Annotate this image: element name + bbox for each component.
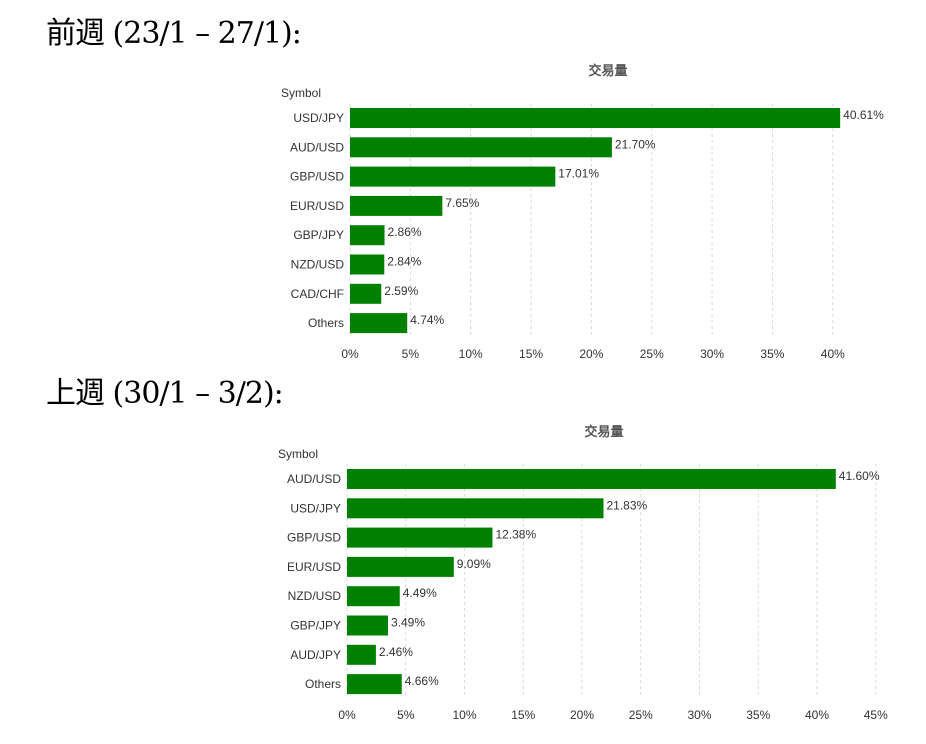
x-tick-label: 20% xyxy=(570,708,594,722)
x-tick-label: 20% xyxy=(579,347,603,361)
section-heading-last-week: 上週 (30/1 – 3/2): xyxy=(46,376,284,411)
category-label: USD/JPY xyxy=(290,501,341,515)
category-label: GBP/USD xyxy=(287,531,341,545)
category-label: CAD/CHF xyxy=(291,287,344,301)
data-label: 2.59% xyxy=(384,284,418,298)
category-label: USD/JPY xyxy=(293,111,344,125)
data-label: 41.60% xyxy=(839,469,880,483)
x-tick-label: 0% xyxy=(341,347,359,361)
bar xyxy=(347,615,389,636)
chart-title: 交易量 xyxy=(588,63,627,78)
x-tick-label: 45% xyxy=(864,708,888,722)
x-tick-label: 30% xyxy=(700,347,724,361)
x-tick-label: 15% xyxy=(519,347,543,361)
bar xyxy=(347,556,454,577)
bar xyxy=(347,644,376,665)
x-tick-label: 40% xyxy=(805,708,829,722)
bar xyxy=(347,498,604,519)
y-axis-label: Symbol xyxy=(281,86,321,100)
x-tick-label: 35% xyxy=(746,708,770,722)
category-label: AUD/USD xyxy=(290,140,344,154)
bar xyxy=(347,469,836,489)
data-label: 9.09% xyxy=(457,557,491,571)
data-label: 2.86% xyxy=(388,225,422,239)
category-label: NZD/USD xyxy=(288,589,342,603)
chart-title: 交易量 xyxy=(584,424,623,439)
x-tick-label: 25% xyxy=(629,708,653,722)
data-label: 4.74% xyxy=(410,313,444,327)
data-label: 4.66% xyxy=(405,674,439,688)
bar xyxy=(350,254,385,275)
category-label: EUR/USD xyxy=(287,560,341,574)
category-label: NZD/USD xyxy=(291,258,345,272)
data-label: 21.83% xyxy=(607,498,648,512)
category-label: GBP/USD xyxy=(290,170,344,184)
data-label: 2.46% xyxy=(379,645,413,659)
category-label: AUD/JPY xyxy=(290,648,341,662)
category-label: AUD/USD xyxy=(287,472,341,486)
x-tick-label: 0% xyxy=(338,708,356,722)
data-label: 2.84% xyxy=(387,255,421,269)
x-tick-label: 15% xyxy=(511,708,535,722)
bar xyxy=(350,108,841,128)
data-label: 12.38% xyxy=(495,528,536,542)
x-tick-label: 5% xyxy=(402,347,420,361)
data-label: 17.01% xyxy=(558,167,599,181)
section-heading-previous-week: 前週 (23/1 – 27/1): xyxy=(46,16,302,51)
x-tick-label: 25% xyxy=(640,347,664,361)
data-label: 21.70% xyxy=(615,137,656,151)
bar xyxy=(350,195,443,216)
bar xyxy=(350,313,408,334)
data-label: 40.61% xyxy=(843,108,884,122)
x-tick-label: 35% xyxy=(760,347,784,361)
x-tick-label: 30% xyxy=(687,708,711,722)
y-axis-label: Symbol xyxy=(278,447,318,461)
x-tick-label: 10% xyxy=(459,347,483,361)
x-tick-label: 40% xyxy=(821,347,845,361)
bar xyxy=(350,166,556,187)
bar xyxy=(347,674,402,695)
bar xyxy=(347,527,493,548)
x-tick-label: 10% xyxy=(452,708,476,722)
x-tick-label: 5% xyxy=(397,708,415,722)
category-label: GBP/JPY xyxy=(293,228,344,242)
category-label: EUR/USD xyxy=(290,199,344,213)
data-label: 7.65% xyxy=(445,196,479,210)
bar xyxy=(350,225,385,246)
bar xyxy=(347,586,400,607)
category-label: GBP/JPY xyxy=(290,619,341,633)
data-label: 4.49% xyxy=(403,586,437,600)
bar xyxy=(350,137,612,158)
bar xyxy=(350,283,382,304)
data-label: 3.49% xyxy=(391,616,425,630)
category-label: Others xyxy=(305,677,341,691)
category-label: Others xyxy=(308,316,344,330)
bar-chart-last-week: 交易量 Symbol 0% 5% 10% 15% 20% 25% 30% 35% 40% 45% AUD… xyxy=(278,424,888,722)
bar-chart-previous-week: 交易量 Symbol 0% 5% 10% 15% 20% 25% 30% 35% 40% USD/JP… xyxy=(281,63,884,361)
